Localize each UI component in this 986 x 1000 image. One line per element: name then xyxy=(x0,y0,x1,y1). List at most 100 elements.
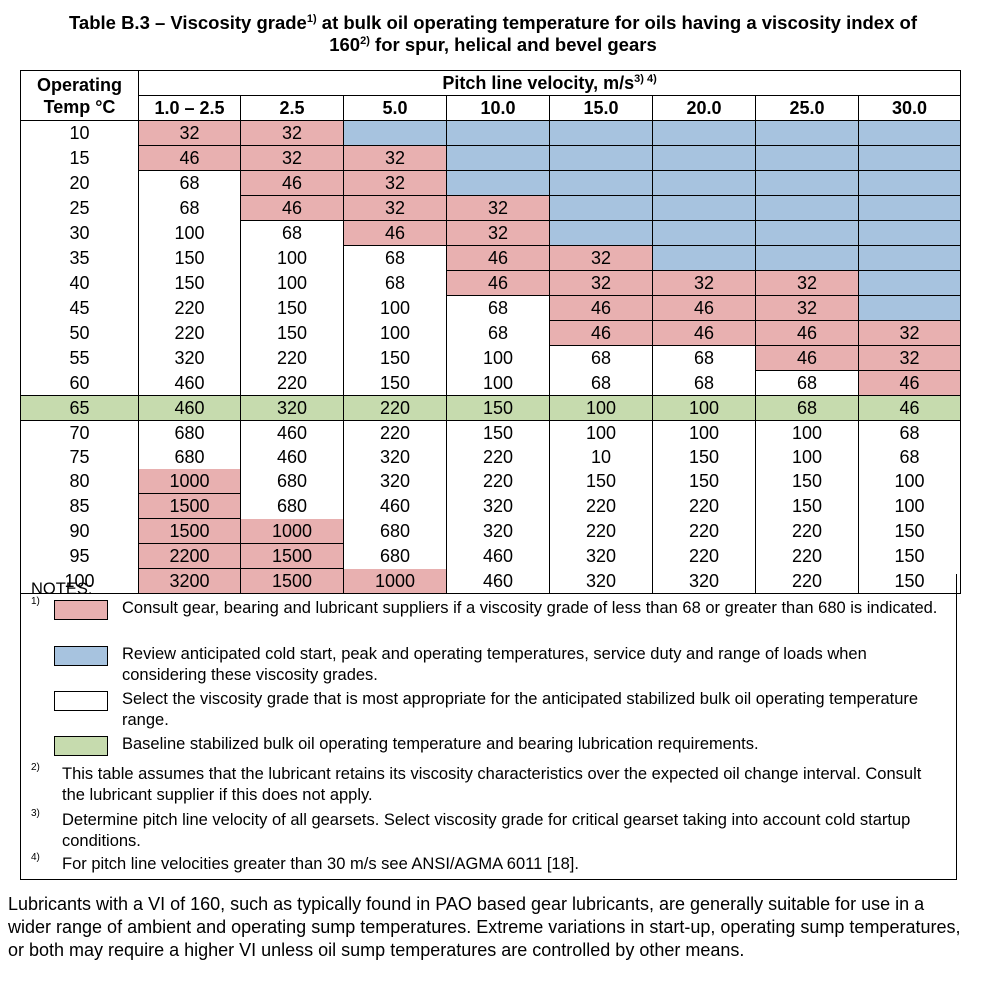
viscosity-cell: 32 xyxy=(549,245,653,271)
temp-cell: 65 xyxy=(20,395,139,421)
viscosity-cell xyxy=(857,195,962,221)
viscosity-cell: 68 xyxy=(652,345,756,371)
table-row: 25 68 46 32 32 xyxy=(20,195,962,221)
viscosity-cell: 150 xyxy=(755,493,859,519)
viscosity-cell: 100 xyxy=(755,445,859,469)
viscosity-cell: 680 xyxy=(138,445,241,469)
viscosity-cell: 150 xyxy=(857,543,962,569)
viscosity-cell xyxy=(652,120,756,146)
table-row: 90 1500 1000 680 320 220 220 220 150 xyxy=(20,518,962,544)
viscosity-cell: 320 xyxy=(446,518,550,544)
viscosity-cell: 46 xyxy=(549,320,653,346)
viscosity-cell: 68 xyxy=(549,345,653,371)
viscosity-cell xyxy=(857,145,962,171)
viscosity-cell: 320 xyxy=(343,445,447,469)
viscosity-cell: 460 xyxy=(343,493,447,519)
velocity-header: 2.5 xyxy=(240,95,344,121)
viscosity-cell: 32 xyxy=(446,195,550,221)
viscosity-cell: 46 xyxy=(857,395,962,421)
viscosity-cell: 100 xyxy=(343,295,447,321)
viscosity-cell: 100 xyxy=(755,420,859,445)
viscosity-cell: 220 xyxy=(549,493,653,519)
viscosity-cell: 680 xyxy=(138,420,241,445)
viscosity-cell: 220 xyxy=(755,568,859,594)
viscosity-cell: 320 xyxy=(343,469,447,494)
viscosity-cell: 46 xyxy=(652,320,756,346)
viscosity-cell: 1000 xyxy=(343,568,447,594)
viscosity-cell: 32 xyxy=(857,320,962,346)
notes-box: NOTES: 1) Consult gear, bearing and lubri… xyxy=(20,574,957,880)
viscosity-cell: 32 xyxy=(343,195,447,221)
viscosity-cell: 68 xyxy=(446,295,550,321)
viscosity-cell: 68 xyxy=(343,270,447,296)
viscosity-cell: 460 xyxy=(446,568,550,594)
legend-text: Consult gear, bearing and lubricant supp… xyxy=(122,599,938,617)
viscosity-cell: 32 xyxy=(755,295,859,321)
viscosity-cell xyxy=(549,220,653,246)
viscosity-cell: 1500 xyxy=(138,518,241,544)
table-row: 70 680 460 220 150 100 100 100 68 xyxy=(20,420,962,445)
temp-cell: 45 xyxy=(20,295,139,321)
viscosity-cell: 100 xyxy=(549,395,653,421)
viscosity-cell: 100 xyxy=(857,493,962,519)
viscosity-cell: 220 xyxy=(240,345,344,371)
viscosity-cell: 220 xyxy=(755,518,859,544)
table-row: 20 68 46 32 xyxy=(20,170,962,196)
viscosity-cell: 150 xyxy=(755,469,859,494)
viscosity-cell: 460 xyxy=(240,420,344,445)
viscosity-cell xyxy=(446,170,550,196)
viscosity-cell: 32 xyxy=(240,120,344,146)
viscosity-cell: 220 xyxy=(240,370,344,396)
viscosity-cell: 680 xyxy=(343,543,447,569)
viscosity-cell: 100 xyxy=(446,370,550,396)
temp-cell: 15 xyxy=(20,145,139,171)
temp-cell: 85 xyxy=(20,493,139,519)
viscosity-cell xyxy=(857,120,962,146)
pitch-line-velocity-header: Pitch line velocity, m/s3) 4) xyxy=(137,70,962,96)
legend-text: Select the viscosity grade that is most … xyxy=(122,690,919,729)
viscosity-cell: 100 xyxy=(240,245,344,271)
body-paragraph: Lubricants with a VI of 160, such as typ… xyxy=(8,894,961,960)
viscosity-cell xyxy=(549,120,653,146)
temp-cell: 25 xyxy=(20,195,139,221)
viscosity-cell: 32 xyxy=(446,220,550,246)
viscosity-cell: 150 xyxy=(240,320,344,346)
viscosity-cell: 3200 xyxy=(138,568,241,594)
viscosity-cell xyxy=(755,245,859,271)
viscosity-cell: 68 xyxy=(240,220,344,246)
viscosity-cell xyxy=(446,120,550,146)
viscosity-cell: 150 xyxy=(343,345,447,371)
viscosity-cell: 150 xyxy=(343,370,447,396)
viscosity-cell: 150 xyxy=(138,245,241,271)
temp-cell: 50 xyxy=(20,320,139,346)
viscosity-cell: 32 xyxy=(652,270,756,296)
viscosity-cell: 68 xyxy=(755,395,859,421)
viscosity-cell: 150 xyxy=(240,295,344,321)
viscosity-cell xyxy=(652,145,756,171)
table-row: 30 100 68 46 32 xyxy=(20,220,962,246)
viscosity-cell: 46 xyxy=(138,145,241,171)
viscosity-cell: 150 xyxy=(138,270,241,296)
viscosity-cell: 32 xyxy=(549,270,653,296)
viscosity-cell: 320 xyxy=(652,568,756,594)
temp-cell: 75 xyxy=(20,445,139,469)
viscosity-cell: 10 xyxy=(549,445,653,469)
temp-cell: 90 xyxy=(20,518,139,544)
table-row: 35 150 100 68 46 32 xyxy=(20,245,962,271)
operating-temp-header: Operating Temp °C xyxy=(20,70,139,121)
viscosity-cell: 680 xyxy=(240,493,344,519)
footnote-marker: 3) xyxy=(31,808,40,819)
viscosity-cell xyxy=(652,245,756,271)
viscosity-cell: 46 xyxy=(446,245,550,271)
footnote-marker: 4) xyxy=(31,852,40,863)
viscosity-cell: 220 xyxy=(446,445,550,469)
viscosity-cell: 1000 xyxy=(138,469,241,494)
viscosity-cell: 220 xyxy=(549,518,653,544)
table-row: 100 3200 1500 1000 460 320 320 220 150 xyxy=(20,568,962,594)
footnote-marker: 1) xyxy=(31,596,40,607)
temp-cell: 10 xyxy=(20,120,139,146)
legend-text: Baseline stabilized bulk oil operating t… xyxy=(122,735,759,753)
viscosity-cell xyxy=(343,120,447,146)
viscosity-cell: 68 xyxy=(343,245,447,271)
viscosity-cell: 68 xyxy=(138,170,241,196)
